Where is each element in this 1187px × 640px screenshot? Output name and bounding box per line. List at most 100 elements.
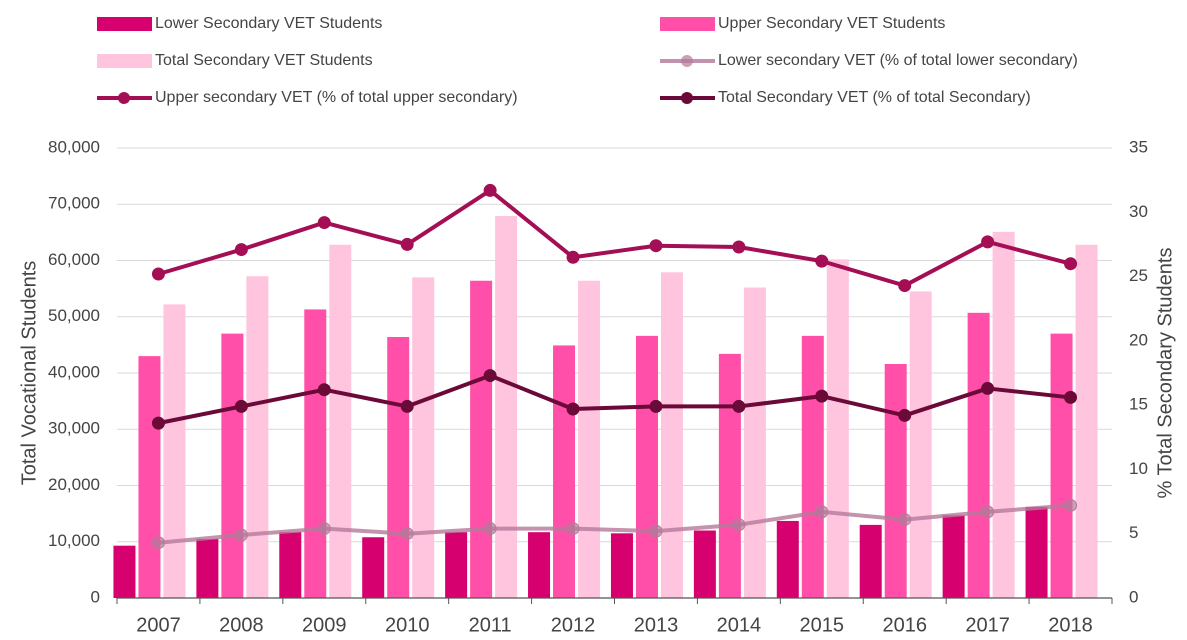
legend-label: Upper secondary VET (% of total upper se… xyxy=(155,89,518,106)
legend-marker xyxy=(681,92,693,104)
x-tick-label: 2008 xyxy=(219,614,264,635)
bar xyxy=(221,333,244,598)
marker xyxy=(151,267,165,281)
marker xyxy=(649,399,663,413)
y2-axis-label: % Total Secondary Students xyxy=(1154,248,1176,499)
marker xyxy=(400,527,414,541)
marker xyxy=(483,522,497,536)
x-tick-label: 2017 xyxy=(965,614,1010,635)
y-tick-label: 80,000 xyxy=(48,137,100,156)
marker xyxy=(815,505,829,519)
marker xyxy=(234,243,248,257)
marker xyxy=(566,402,580,416)
bar xyxy=(387,337,410,598)
y2-tick-label: 15 xyxy=(1129,395,1148,414)
bar xyxy=(113,545,136,598)
marker xyxy=(566,250,580,264)
marker xyxy=(151,536,165,550)
legend-label: Lower Secondary VET Students xyxy=(155,15,382,32)
bar xyxy=(992,231,1015,598)
marker xyxy=(317,216,331,230)
legend-marker xyxy=(681,55,693,67)
line xyxy=(158,503,1071,545)
legend-swatch xyxy=(660,17,715,31)
marker xyxy=(898,279,912,293)
marker xyxy=(151,416,165,430)
bar xyxy=(196,538,219,598)
marker xyxy=(234,528,248,542)
y2-tick-label: 10 xyxy=(1129,459,1148,478)
x-tick-label: 2018 xyxy=(1048,614,1093,635)
marker xyxy=(732,240,746,254)
x-tick-label: 2012 xyxy=(551,614,596,635)
marker xyxy=(483,183,497,197)
y-tick-label: 70,000 xyxy=(48,194,100,213)
x-tick-label: 2010 xyxy=(385,614,430,635)
bar xyxy=(412,277,435,598)
bar xyxy=(826,259,849,598)
bar xyxy=(801,335,824,598)
bar xyxy=(693,530,716,598)
line xyxy=(158,373,1071,426)
bar xyxy=(279,532,302,598)
x-tick-label: 2007 xyxy=(136,614,181,635)
legend-label: Lower secondary VET (% of total lower se… xyxy=(718,52,1078,69)
legend-marker xyxy=(118,92,130,104)
y-tick-label: 30,000 xyxy=(48,419,100,438)
legend-label: Total Secondary VET (% of total Secondar… xyxy=(718,89,1031,106)
bar xyxy=(553,345,576,598)
bar xyxy=(163,304,186,598)
bar xyxy=(942,515,965,598)
bar xyxy=(967,312,990,598)
y2-tick-label: 5 xyxy=(1129,523,1138,542)
bar xyxy=(362,537,385,598)
bar xyxy=(718,353,741,598)
marker xyxy=(1064,257,1078,271)
marker xyxy=(815,389,829,403)
bar xyxy=(470,280,493,598)
marker xyxy=(234,399,248,413)
x-tick-label: 2014 xyxy=(717,614,762,635)
y-tick-label: 50,000 xyxy=(48,306,100,325)
x-tick-label: 2015 xyxy=(800,614,845,635)
marker xyxy=(898,408,912,422)
bar xyxy=(909,291,932,598)
marker xyxy=(981,381,995,395)
marker xyxy=(981,505,995,519)
y-tick-label: 0 xyxy=(91,587,100,606)
marker xyxy=(317,522,331,536)
marker xyxy=(649,524,663,538)
legend-label: Upper Secondary VET Students xyxy=(718,15,945,32)
bar xyxy=(660,272,683,598)
y2-tick-label: 35 xyxy=(1129,137,1148,156)
bar xyxy=(495,216,518,598)
y2-tick-label: 20 xyxy=(1129,330,1148,349)
y2-tick-label: 30 xyxy=(1129,202,1148,221)
marker xyxy=(483,369,497,383)
y2-tick-label: 25 xyxy=(1129,266,1148,285)
bar xyxy=(1025,506,1048,598)
x-tick-label: 2011 xyxy=(469,614,512,635)
legend-swatch xyxy=(97,54,152,68)
bar xyxy=(635,335,658,598)
bar xyxy=(884,364,907,598)
bar xyxy=(138,356,161,598)
bar xyxy=(743,287,766,598)
marker xyxy=(1064,498,1078,512)
marker xyxy=(981,235,995,249)
bar xyxy=(859,524,882,598)
marker xyxy=(649,239,663,253)
bar xyxy=(304,309,327,598)
bar xyxy=(445,532,468,598)
bar xyxy=(528,532,551,598)
marker xyxy=(898,513,912,527)
bar xyxy=(610,533,633,598)
bar xyxy=(578,280,601,598)
bar xyxy=(1050,333,1073,598)
bar xyxy=(329,244,352,598)
legend-label: Total Secondary VET Students xyxy=(155,52,373,69)
marker xyxy=(400,399,414,413)
legend-swatch xyxy=(97,17,152,31)
x-tick-label: 2009 xyxy=(302,614,347,635)
